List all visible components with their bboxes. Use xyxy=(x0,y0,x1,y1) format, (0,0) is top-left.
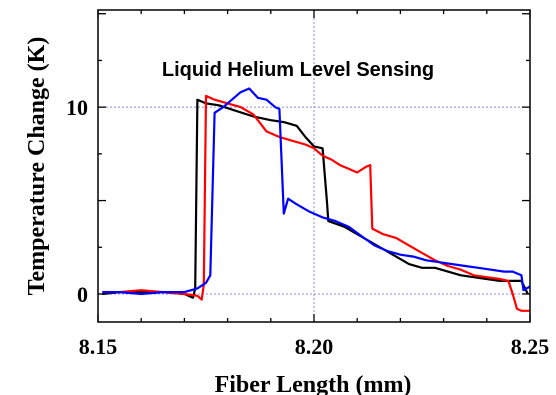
y-tick-label: 10 xyxy=(66,95,88,120)
tick-marks xyxy=(97,10,531,322)
x-tick-label: 8.20 xyxy=(295,334,334,359)
series-line-1 xyxy=(102,98,529,299)
x-tick-label: 8.25 xyxy=(511,334,550,359)
series-line-3 xyxy=(102,87,531,296)
series-lines xyxy=(102,87,531,312)
x-axis-title: Fiber Length (mm) xyxy=(215,372,412,395)
x-tick-label: 8.15 xyxy=(79,334,118,359)
chart-title: Liquid Helium Level Sensing xyxy=(162,59,434,81)
tick-labels: 8.15 8.20 8.25 0 10 xyxy=(66,95,549,359)
y-axis-title: Temperature Change (K) xyxy=(24,37,50,296)
y-tick-label: 0 xyxy=(77,282,88,307)
grid xyxy=(98,10,530,322)
series-line-2 xyxy=(102,94,530,312)
